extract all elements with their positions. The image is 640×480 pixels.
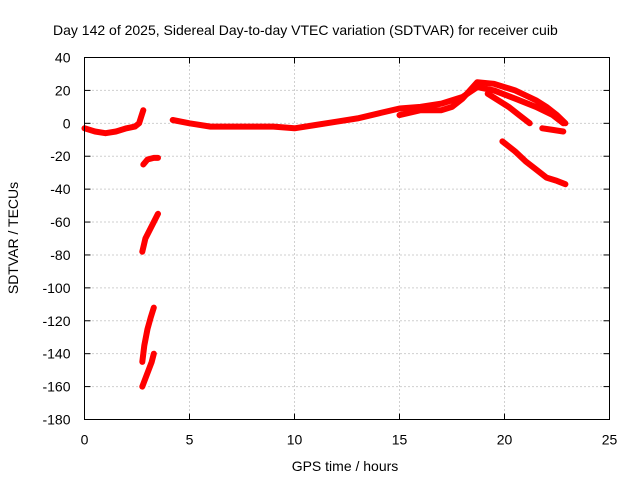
grid-lines — [84, 57, 610, 420]
series-trace-low-d — [139, 350, 157, 390]
y-tick-label: -40 — [50, 181, 70, 197]
y-tick-label: -20 — [50, 148, 70, 164]
y-tick-labels: -180 -160 -140 -120 -100 -80 -60 -40 -20 0 20 40 — [42, 50, 70, 428]
series-trace-short — [539, 125, 567, 135]
y-tick-label: -80 — [50, 247, 70, 263]
y-tick-label: 20 — [55, 82, 71, 98]
x-tick-label: 25 — [602, 432, 618, 448]
axis-ticks — [84, 57, 610, 420]
series-trace-main-a — [81, 107, 147, 137]
x-tick-label: 0 — [81, 432, 89, 448]
x-tick-label: 20 — [497, 432, 513, 448]
y-tick-label: -160 — [42, 379, 70, 395]
x-tick-label: 15 — [392, 432, 408, 448]
series-trace-low-c — [139, 304, 157, 365]
y-tick-label: 40 — [55, 50, 71, 66]
y-tick-label: -100 — [42, 280, 70, 296]
y-tick-label: -180 — [42, 412, 70, 428]
series-trace-main-c — [396, 79, 569, 127]
x-axis-label: GPS time / hours — [292, 458, 399, 474]
x-tick-label: 10 — [287, 432, 303, 448]
plot-frame — [84, 57, 610, 420]
y-tick-label: -60 — [50, 214, 70, 230]
x-tick-label: 5 — [186, 432, 194, 448]
series-trace-main-b — [169, 84, 567, 132]
series-trace-low-a — [140, 154, 161, 168]
y-tick-label: 0 — [63, 115, 71, 131]
x-tick-labels: 0 5 10 15 20 25 — [81, 432, 618, 448]
chart-title: Day 142 of 2025, Sidereal Day-to-day VTE… — [53, 22, 558, 38]
y-axis-label: SDTVAR / TECUs — [5, 182, 21, 294]
data-series — [81, 79, 569, 390]
series-trace-descending — [499, 138, 569, 188]
series-trace-low-b — [139, 210, 161, 255]
y-tick-label: -120 — [42, 313, 70, 329]
y-tick-label: -140 — [42, 346, 70, 362]
series-trace-branch — [484, 90, 533, 127]
